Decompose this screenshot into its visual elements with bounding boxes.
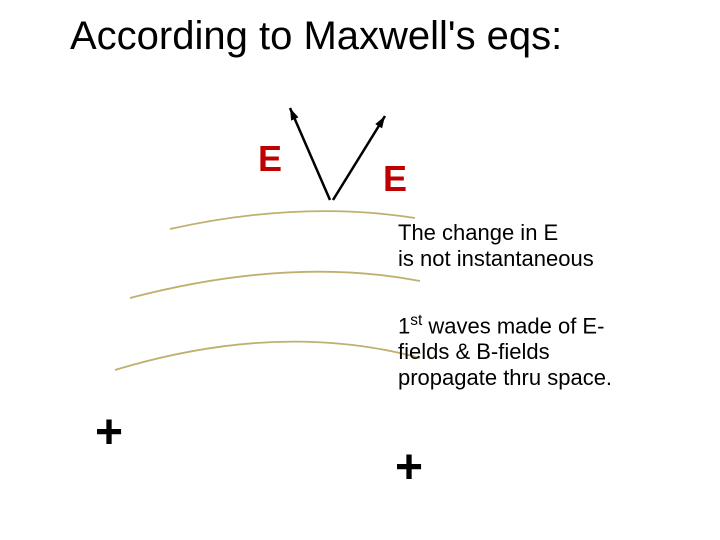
e-label-left: E — [258, 138, 282, 180]
note-waves: 1st waves made of E-fields & B-fieldspro… — [398, 308, 612, 391]
e-label-right: E — [383, 158, 407, 200]
wavefront-curve — [130, 272, 420, 298]
plus-sign-right: + — [395, 440, 423, 495]
wavefront-curve — [115, 342, 420, 370]
wavefront-curve — [170, 211, 415, 229]
page-title: According to Maxwell's eqs: — [70, 14, 562, 59]
field-arrow — [333, 116, 385, 200]
arrowhead-icon — [290, 108, 298, 121]
field-arrow — [290, 108, 330, 200]
note-change-in-e: The change in Eis not instantaneous — [398, 220, 594, 272]
plus-sign-left: + — [95, 405, 123, 460]
arrowhead-icon — [375, 116, 385, 128]
